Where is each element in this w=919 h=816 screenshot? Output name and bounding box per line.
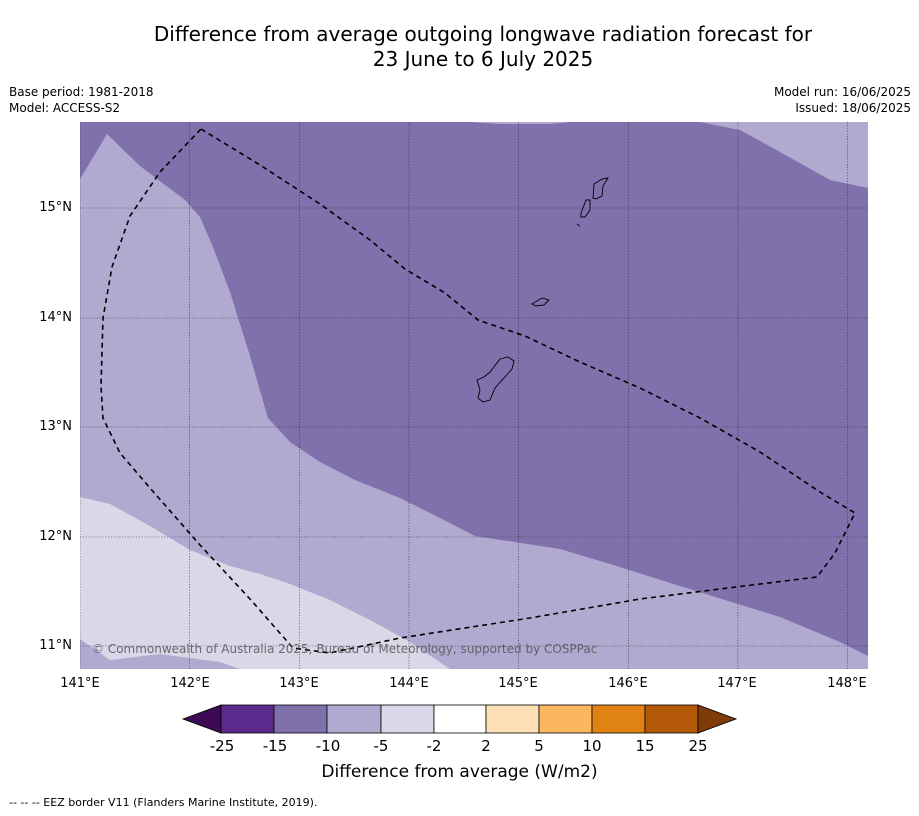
- lon-label-142e: 142°E: [170, 676, 210, 691]
- colorbar-bin-minus25-minus15: [220, 704, 275, 734]
- colorbar-tick-minus25: -25: [209, 737, 235, 755]
- island-tinian: [580, 199, 591, 218]
- colorbar-bin-15-25: [644, 704, 699, 734]
- lat-label-14n: 14°N: [39, 310, 72, 325]
- colorbar-tick-5: 5: [534, 737, 544, 755]
- colorbar-tick-25: 25: [688, 737, 708, 755]
- colorbar-bin-5-10: [538, 704, 593, 734]
- lat-label-12n: 12°N: [39, 529, 72, 544]
- island-guam: [476, 356, 515, 403]
- colorbar-bin-minus2-2: [433, 704, 487, 734]
- title-line-2: 23 June to 6 July 2025: [372, 47, 594, 71]
- island-aguijan: [576, 223, 581, 227]
- base-period-text: Base period: 1981-2018: [9, 85, 154, 99]
- olr-anomaly-map: © Commonwealth of Australia 2025, Bureau…: [80, 122, 868, 669]
- colorbar-tick-minus10: -10: [315, 737, 341, 755]
- colorbar-bin-minus10-minus5: [326, 704, 382, 734]
- colorbar: [181, 704, 738, 734]
- colorbar-title: Difference from average (W/m2): [321, 762, 598, 782]
- model-run-text: Model run: 16/06/2025: [773, 85, 911, 99]
- colorbar-tick-minus15: -15: [262, 737, 288, 755]
- lon-label-141e: 141°E: [60, 676, 100, 691]
- colorbar-extend-low: [181, 704, 222, 734]
- model-text: Model: ACCESS-S2: [9, 101, 121, 115]
- island-rota: [531, 297, 550, 307]
- colorbar-bin-10-15: [591, 704, 646, 734]
- lon-label-147e: 147°E: [717, 676, 757, 691]
- map-title: Difference from average outgoing longwav…: [0, 22, 919, 72]
- meta-right: Model run: 16/06/2025 Issued: 18/06/2025: [774, 84, 911, 116]
- colorbar-bin-minus15-minus10: [273, 704, 328, 734]
- lat-label-13n: 13°N: [39, 419, 72, 434]
- issued-text: Issued: 18/06/2025: [795, 101, 911, 115]
- eez-legend-footer: -- -- -- EEZ border V11 (Flanders Marine…: [9, 796, 318, 809]
- island-saipan: [592, 177, 609, 200]
- lat-label-15n: 15°N: [39, 200, 72, 215]
- meta-left: Base period: 1981-2018 Model: ACCESS-S2: [9, 84, 154, 116]
- colorbar-tick-2: 2: [481, 737, 491, 755]
- zone-minus-5: [80, 134, 868, 669]
- colorbar-bin-minus5-minus2: [380, 704, 435, 734]
- colorbar-tick-minus5: -5: [373, 737, 389, 755]
- eez-border: [100, 127, 857, 654]
- colorbar-tick-minus2: -2: [426, 737, 442, 755]
- colorbar-tick-10: 10: [582, 737, 602, 755]
- zone-minus-5-patch: [80, 639, 240, 669]
- lon-label-145e: 145°E: [498, 676, 538, 691]
- islands: [476, 177, 609, 403]
- zone-minus-5-topright: [700, 122, 868, 188]
- lon-label-146e: 146°E: [608, 676, 648, 691]
- zone-minus-2: [80, 497, 450, 669]
- copyright-text: © Commonwealth of Australia 2025, Bureau…: [92, 642, 597, 656]
- zone-minus-5-topstrip: [470, 122, 570, 124]
- colorbar-extend-high: [697, 704, 738, 734]
- colorbar-bin-2-5: [485, 704, 540, 734]
- lon-label-148e: 148°E: [827, 676, 867, 691]
- lon-label-144e: 144°E: [389, 676, 429, 691]
- lat-label-11n: 11°N: [39, 638, 72, 653]
- lon-label-143e: 143°E: [279, 676, 319, 691]
- colorbar-tick-15: 15: [635, 737, 655, 755]
- title-line-1: Difference from average outgoing longwav…: [153, 22, 813, 46]
